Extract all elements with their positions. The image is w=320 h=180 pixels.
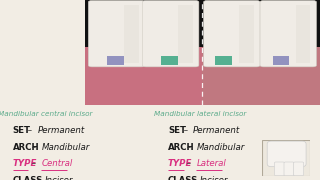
Bar bbox=[203, 0, 320, 30]
Bar bbox=[215, 56, 232, 65]
Text: Lateral: Lateral bbox=[196, 159, 226, 168]
FancyBboxPatch shape bbox=[204, 1, 260, 67]
Text: –: – bbox=[26, 126, 35, 135]
Bar bbox=[239, 5, 254, 63]
Text: SET: SET bbox=[168, 126, 186, 135]
Bar bbox=[124, 5, 139, 63]
Text: Mandibular central incisor: Mandibular central incisor bbox=[0, 111, 92, 117]
Bar bbox=[85, 47, 203, 105]
FancyBboxPatch shape bbox=[142, 1, 199, 67]
Text: TYPE: TYPE bbox=[13, 159, 37, 168]
Text: –: – bbox=[188, 176, 198, 180]
Text: Mandibular: Mandibular bbox=[41, 143, 90, 152]
Text: –: – bbox=[29, 159, 39, 168]
FancyBboxPatch shape bbox=[88, 1, 145, 67]
Text: TYPE: TYPE bbox=[168, 159, 192, 168]
Text: Mandibular lateral incisor: Mandibular lateral incisor bbox=[154, 111, 246, 117]
Text: –: – bbox=[33, 176, 43, 180]
FancyBboxPatch shape bbox=[284, 162, 294, 176]
Text: Permanent: Permanent bbox=[38, 126, 85, 135]
Text: –: – bbox=[184, 159, 194, 168]
Bar bbox=[273, 56, 289, 65]
Text: Incisor: Incisor bbox=[200, 176, 228, 180]
Text: SET: SET bbox=[13, 126, 31, 135]
FancyBboxPatch shape bbox=[294, 162, 304, 176]
Bar bbox=[161, 56, 178, 65]
Bar bbox=[107, 56, 124, 65]
Text: –: – bbox=[184, 143, 194, 152]
Text: ARCH: ARCH bbox=[13, 143, 39, 152]
Bar bbox=[178, 5, 193, 63]
Text: Incisor: Incisor bbox=[45, 176, 73, 180]
Text: –: – bbox=[29, 143, 39, 152]
Text: CLASS: CLASS bbox=[168, 176, 198, 180]
Bar bbox=[85, 0, 320, 105]
FancyBboxPatch shape bbox=[267, 141, 306, 167]
Text: ARCH: ARCH bbox=[168, 143, 195, 152]
Text: Permanent: Permanent bbox=[193, 126, 240, 135]
Text: Mandibular: Mandibular bbox=[196, 143, 245, 152]
FancyBboxPatch shape bbox=[274, 162, 284, 176]
Text: –: – bbox=[180, 126, 190, 135]
Bar bbox=[296, 5, 310, 63]
FancyBboxPatch shape bbox=[260, 1, 316, 67]
Bar bbox=[203, 47, 320, 105]
Text: Central: Central bbox=[41, 159, 73, 168]
Text: CLASS: CLASS bbox=[13, 176, 43, 180]
Bar bbox=[85, 0, 203, 30]
